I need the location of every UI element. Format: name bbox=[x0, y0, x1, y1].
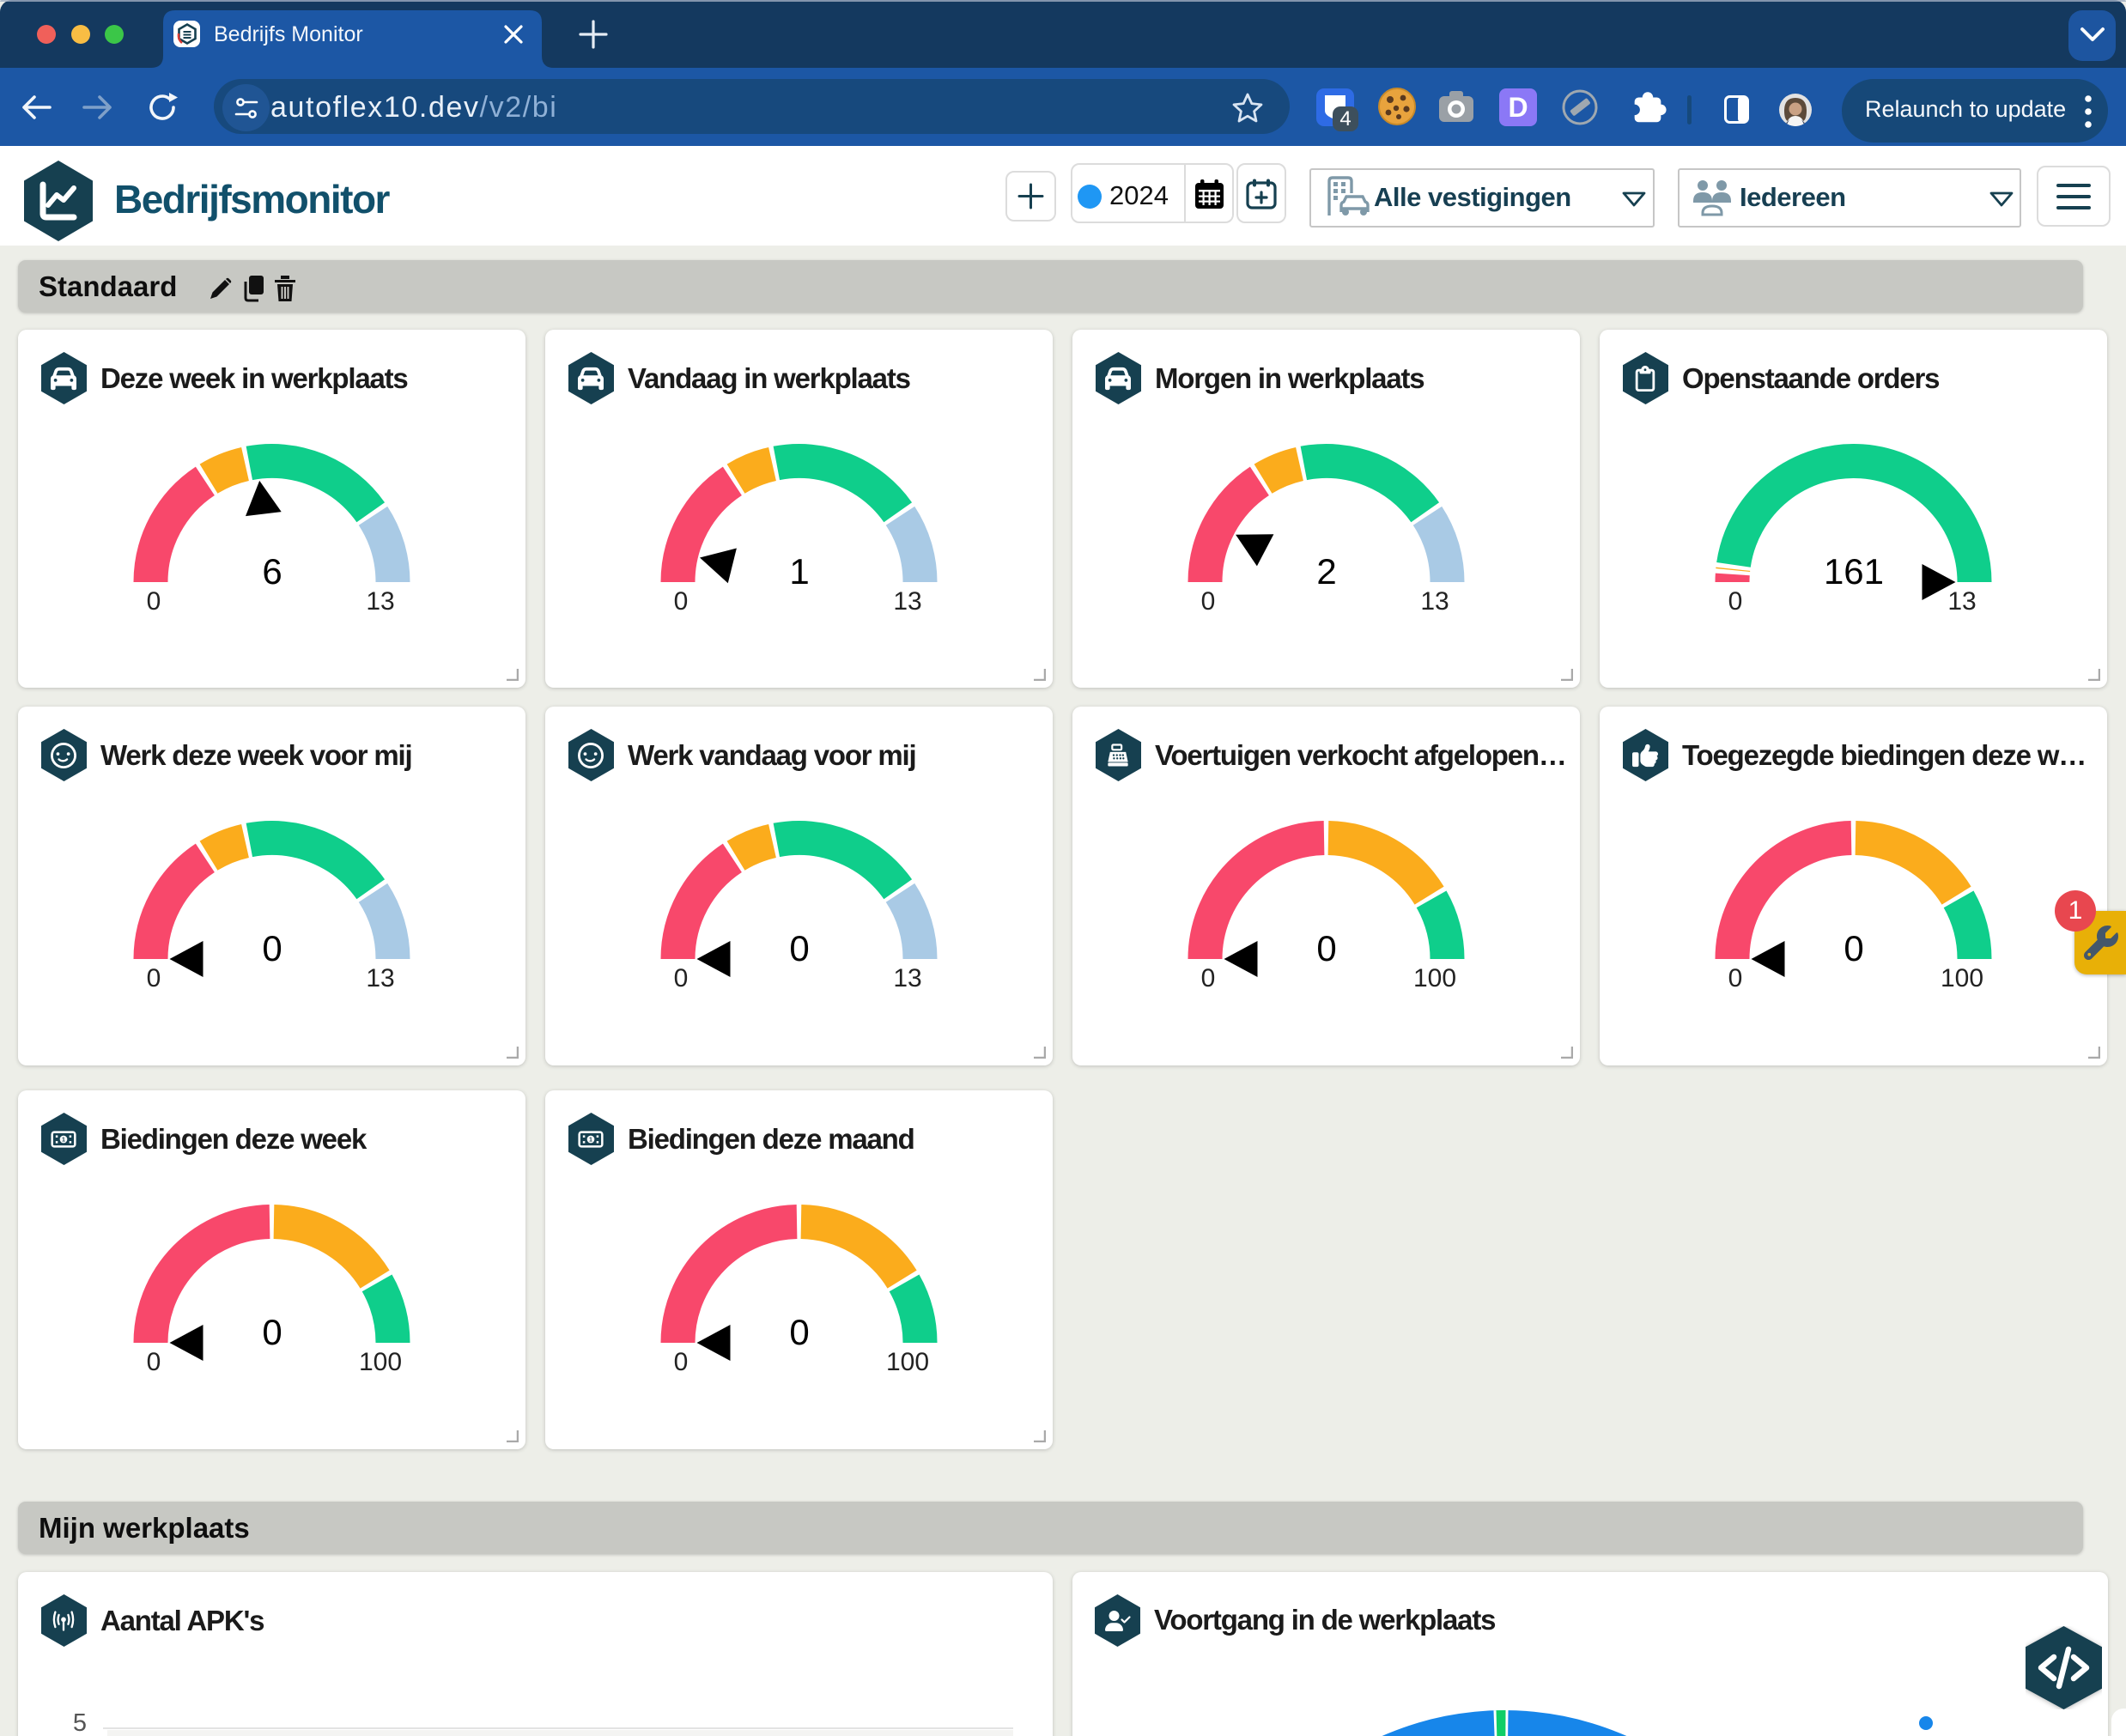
svg-text:1: 1 bbox=[62, 1137, 65, 1144]
svg-text:1: 1 bbox=[589, 1137, 592, 1144]
